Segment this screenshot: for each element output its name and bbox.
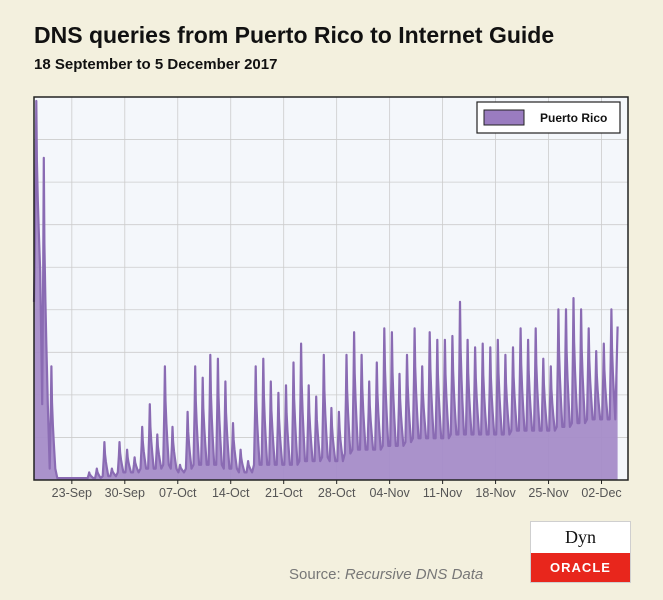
x-tick-label: 30-Sep — [105, 486, 145, 500]
x-tick-label: 11-Nov — [423, 486, 463, 500]
source-label: Source: — [289, 566, 341, 583]
chart-title: DNS queries from Puerto Rico to Internet… — [34, 22, 555, 48]
legend-label-puerto-rico: Puerto Rico — [540, 111, 607, 125]
x-tick-label: 02-Dec — [581, 486, 621, 500]
x-axis: 23-Sep 30-Sep 07-Oct 14-Oct 21-Oct 28-Oct 04-N… — [52, 480, 622, 500]
source-name: Recursive DNS Data — [344, 566, 484, 583]
dyn-logo-text: Dyn — [565, 527, 596, 547]
legend-swatch-puerto-rico — [483, 109, 525, 126]
x-tick-label: 04-Nov — [369, 486, 410, 500]
x-tick-label: 21-Oct — [265, 486, 303, 500]
oracle-logo-text: ORACLE — [531, 553, 630, 582]
series-area-puerto-rico — [34, 101, 618, 480]
x-tick-label: 23-Sep — [52, 486, 92, 500]
legend: Puerto Rico — [476, 101, 621, 134]
x-tick-label: 28-Oct — [318, 486, 356, 500]
dyn-oracle-logo: Dyn ORACLE — [530, 521, 631, 583]
series-line-puerto-rico — [32, 99, 619, 480]
x-tick-label: 07-Oct — [159, 486, 197, 500]
x-tick-label: 25-Nov — [528, 486, 569, 500]
source-note: Source: Recursive DNS Data — [289, 566, 483, 583]
plot-border — [33, 96, 629, 481]
x-tick-label: 18-Nov — [475, 486, 516, 500]
x-tick-label: 14-Oct — [212, 486, 250, 500]
chart-subtitle: 18 September to 5 December 2017 — [34, 56, 278, 73]
